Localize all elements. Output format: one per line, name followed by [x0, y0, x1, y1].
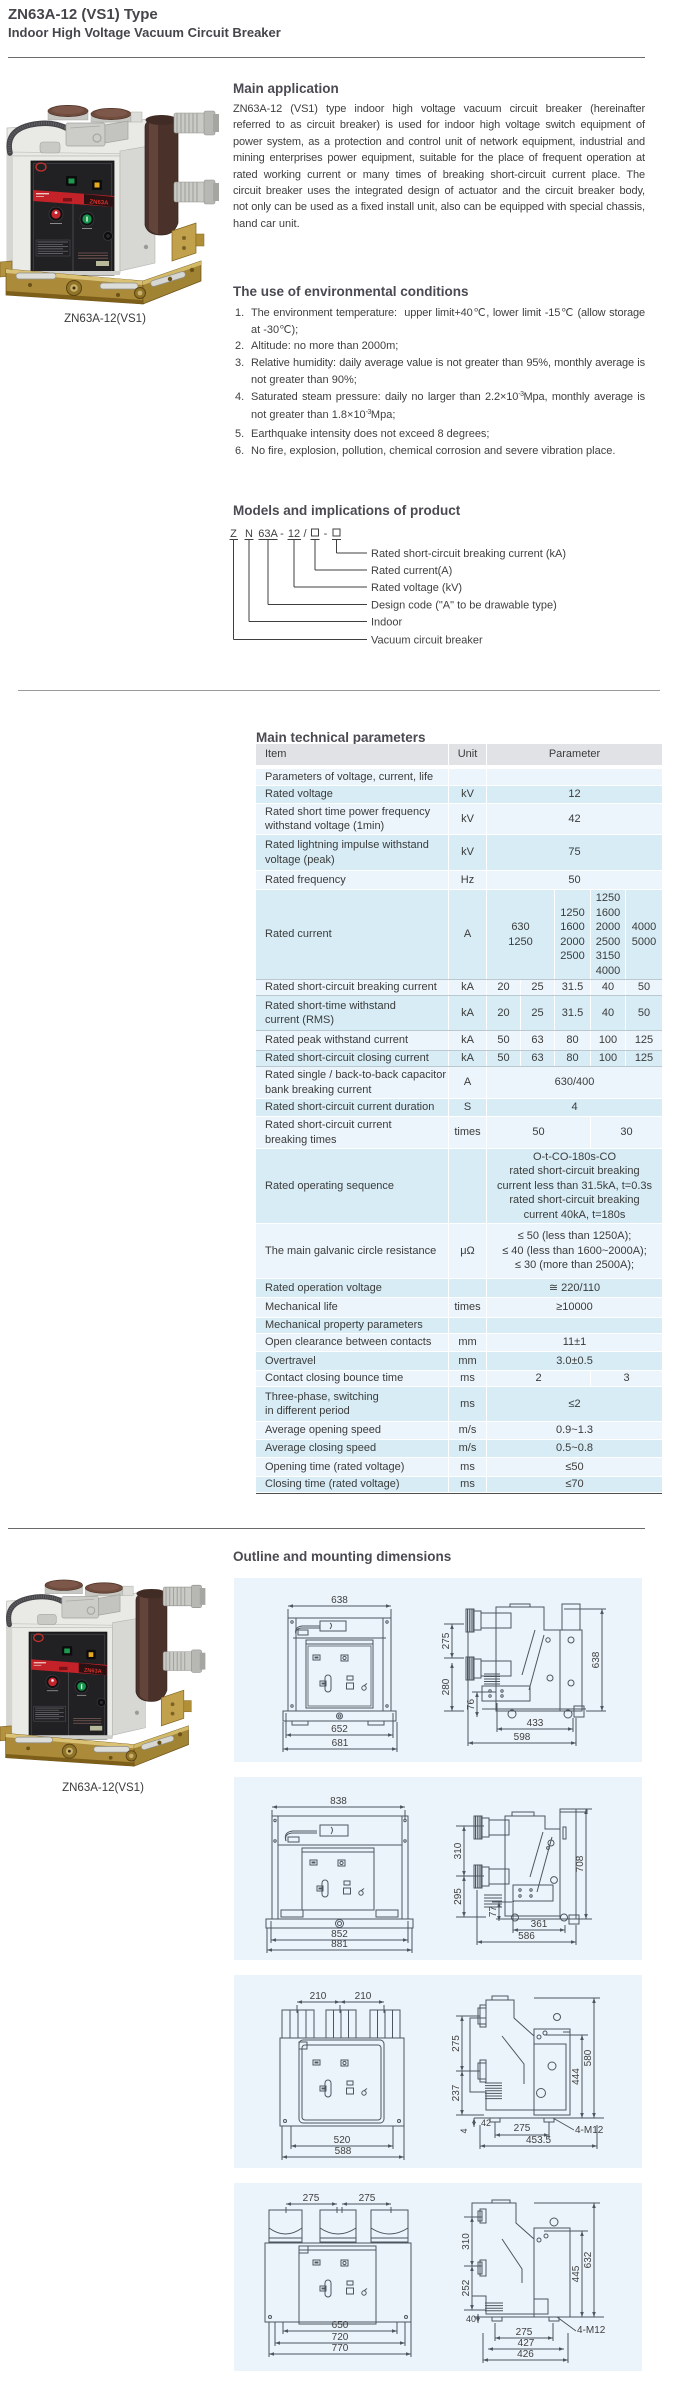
svg-text:275: 275	[303, 2193, 320, 2204]
svg-text:275: 275	[516, 2327, 533, 2338]
svg-text:40: 40	[466, 2314, 476, 2324]
svg-text:588: 588	[335, 2146, 352, 2157]
svg-text:-: -	[280, 528, 284, 540]
svg-text:433: 433	[527, 1718, 544, 1729]
svg-text:12: 12	[288, 528, 300, 540]
svg-text:210: 210	[355, 1991, 372, 2002]
svg-text:295: 295	[453, 1888, 464, 1905]
svg-text:42: 42	[481, 2118, 491, 2128]
svg-text:881: 881	[331, 1939, 348, 1950]
svg-text:ZN63A: ZN63A	[84, 1668, 102, 1675]
svg-text:Rated current(A): Rated current(A)	[371, 565, 452, 577]
svg-text:4-M12: 4-M12	[577, 2325, 606, 2336]
svg-text:-: -	[324, 528, 328, 540]
svg-text:770: 770	[332, 2343, 349, 2354]
svg-text:427: 427	[518, 2338, 535, 2349]
svg-text:598: 598	[514, 1732, 531, 1743]
svg-text:63A: 63A	[258, 528, 278, 540]
svg-text:310: 310	[461, 2233, 472, 2250]
svg-text:708: 708	[575, 1855, 586, 1872]
svg-text:4: 4	[459, 2128, 469, 2133]
svg-text:275: 275	[441, 1632, 452, 1649]
svg-text:275: 275	[359, 2193, 376, 2204]
svg-text:237: 237	[451, 2084, 462, 2101]
svg-text:210: 210	[310, 1991, 327, 2002]
svg-text:Z: Z	[230, 528, 237, 540]
svg-text:453.5: 453.5	[526, 2135, 551, 2146]
svg-text:Design code ("A" to be drawabl: Design code ("A" to be drawable type)	[371, 600, 557, 612]
svg-text:520: 520	[334, 2135, 351, 2146]
svg-text:720: 720	[332, 2332, 349, 2343]
svg-text:852: 852	[331, 1929, 348, 1940]
svg-text:252: 252	[461, 2279, 472, 2296]
svg-text:445: 445	[571, 2265, 582, 2282]
svg-text:Vacuum circuit breaker: Vacuum circuit breaker	[371, 635, 483, 647]
svg-text:650: 650	[332, 2320, 349, 2331]
svg-text:426: 426	[517, 2349, 534, 2360]
svg-text:Rated voltage (kV): Rated voltage (kV)	[371, 582, 462, 594]
svg-text:Rated short-circuit breaking c: Rated short-circuit breaking current (kA…	[371, 548, 566, 560]
svg-text:361: 361	[531, 1919, 548, 1930]
svg-text:580: 580	[583, 2049, 594, 2066]
svg-text:275: 275	[451, 2035, 462, 2052]
svg-text:632: 632	[583, 2251, 594, 2268]
svg-text:652: 652	[331, 1724, 348, 1735]
svg-text:838: 838	[330, 1796, 347, 1807]
svg-text:681: 681	[332, 1738, 349, 1749]
svg-text:76: 76	[466, 1699, 477, 1711]
svg-text:275: 275	[514, 2123, 531, 2134]
svg-text:638: 638	[331, 1595, 348, 1606]
svg-text:444: 444	[571, 2068, 582, 2085]
svg-text:310: 310	[453, 1842, 464, 1859]
svg-text:638: 638	[591, 1651, 602, 1668]
svg-text:/: /	[303, 528, 307, 540]
svg-text:4-M12: 4-M12	[575, 2125, 604, 2136]
svg-text:Indoor: Indoor	[371, 617, 403, 629]
svg-text:ZN63A: ZN63A	[89, 199, 109, 206]
svg-text:77: 77	[488, 1906, 499, 1918]
svg-text:280: 280	[441, 1678, 452, 1695]
svg-text:N: N	[245, 528, 253, 540]
svg-text:586: 586	[518, 1931, 535, 1942]
